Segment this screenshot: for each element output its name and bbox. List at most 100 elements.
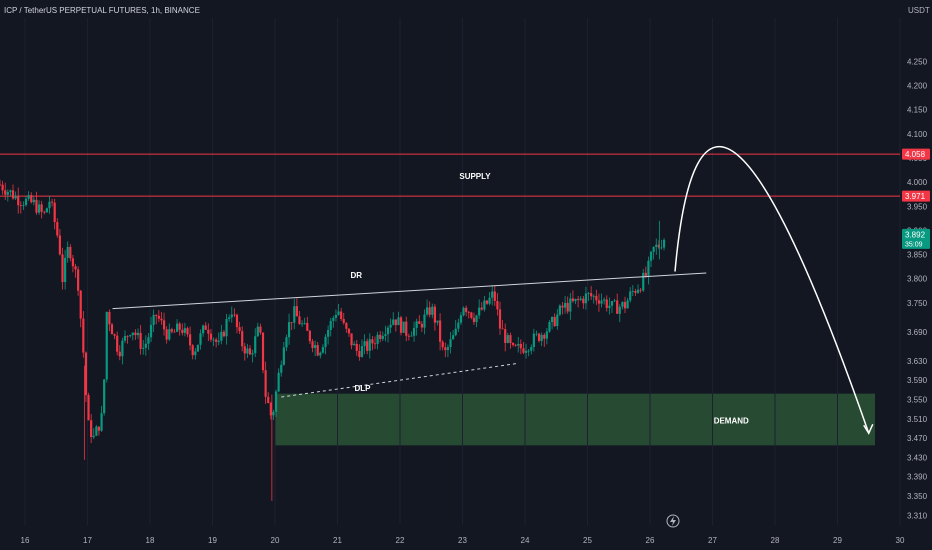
candle-body	[564, 302, 567, 308]
candle-body	[452, 335, 455, 340]
price-axis[interactable]: 4.2504.2004.1504.1004.0504.0003.9503.900…	[902, 57, 930, 520]
candle-body	[397, 317, 400, 326]
candle-body	[64, 257, 67, 283]
candle-body	[574, 298, 577, 302]
candle-body	[90, 420, 93, 438]
candle-body	[537, 333, 541, 341]
candle-body	[491, 291, 494, 298]
candle-body	[269, 403, 272, 416]
candle-body	[71, 258, 75, 267]
candle-body	[418, 321, 421, 324]
candle-body	[43, 211, 46, 213]
candle-body	[0, 184, 2, 186]
candle-body	[571, 298, 575, 302]
candle-body	[543, 334, 546, 339]
candle-body	[569, 298, 572, 312]
candle-body	[285, 337, 288, 348]
levels-layer	[0, 153, 900, 197]
candle-body	[485, 300, 489, 304]
candle-body	[478, 307, 481, 316]
price-tick: 3.470	[907, 434, 928, 443]
price-label-badge	[902, 190, 930, 202]
candle-body	[311, 341, 314, 348]
candle-body	[373, 343, 377, 345]
candle-body	[287, 322, 291, 338]
candle-body	[267, 396, 270, 404]
candle-body	[196, 344, 200, 352]
candle-body	[657, 244, 660, 248]
candle-body	[204, 325, 207, 330]
candle-body	[587, 293, 590, 294]
candle-body	[209, 333, 213, 340]
zones-layer	[275, 393, 875, 446]
candle-body	[24, 198, 28, 206]
candle-body	[394, 319, 397, 326]
price-label-value: 4.058	[905, 150, 926, 159]
candle-body	[295, 306, 298, 317]
candle-body	[608, 305, 611, 309]
candle-body	[61, 254, 64, 283]
price-tick: 3.350	[907, 492, 928, 501]
candle-body	[319, 352, 322, 356]
price-tick: 3.390	[907, 473, 928, 482]
candle-body	[126, 335, 129, 337]
candle-body	[446, 347, 450, 351]
candle-body	[272, 411, 275, 416]
price-tick: 3.950	[907, 202, 928, 211]
candle-body	[616, 300, 619, 314]
candle-body	[327, 330, 330, 337]
price-tick: 3.630	[907, 357, 928, 366]
candle-body	[191, 345, 194, 356]
candle-body	[329, 320, 332, 331]
date-tick: 19	[208, 536, 217, 545]
candle-body	[82, 318, 85, 353]
candle-body	[261, 332, 265, 371]
date-tick: 20	[271, 536, 280, 545]
date-tick: 16	[21, 536, 30, 545]
price-tick: 3.430	[907, 453, 928, 462]
candle-body	[449, 339, 452, 348]
candle-body	[358, 351, 361, 357]
candle-body	[264, 370, 267, 397]
currency-label: USDT	[908, 6, 930, 15]
candle-body	[467, 311, 470, 313]
price-tick: 3.850	[907, 251, 928, 260]
candle-body	[149, 324, 153, 338]
candle-body	[420, 323, 423, 328]
candle-body	[631, 290, 634, 292]
candle-body	[19, 205, 22, 206]
candle-body	[337, 311, 340, 315]
candle-body	[428, 307, 431, 315]
candle-body	[623, 302, 627, 309]
price-tick: 3.310	[907, 511, 928, 520]
candle-body	[248, 348, 252, 355]
candle-body	[131, 332, 134, 336]
candle-body	[189, 334, 192, 346]
projection-arrow	[674, 146, 870, 434]
candle-body	[103, 379, 106, 414]
chart-title: ICP / TetherUS PERPETUAL FUTURES, 1h, BI…	[4, 6, 200, 15]
price-tick: 3.590	[907, 376, 928, 385]
candle-body	[202, 325, 205, 334]
candle-body	[11, 190, 15, 199]
candle-body	[230, 314, 233, 318]
lightning-icon[interactable]	[666, 514, 680, 528]
candle-body	[457, 322, 460, 329]
candle-body	[222, 331, 226, 337]
candle-body	[441, 341, 444, 348]
candle-body	[558, 305, 561, 315]
date-tick: 21	[333, 536, 342, 545]
candle-body	[368, 339, 371, 351]
candle-body	[415, 321, 418, 328]
candle-body	[384, 334, 387, 336]
candle-body	[155, 314, 158, 316]
candle-body	[649, 251, 653, 261]
candle-body	[139, 332, 142, 349]
candle-body	[566, 302, 569, 312]
candle-body	[152, 314, 155, 325]
candle-body	[425, 307, 429, 315]
time-axis[interactable]: 16 17 18 19 20 21 22 23 24 25 26 27 28 29 30	[21, 536, 905, 545]
candle-body	[332, 317, 335, 321]
candle-body	[652, 246, 655, 252]
